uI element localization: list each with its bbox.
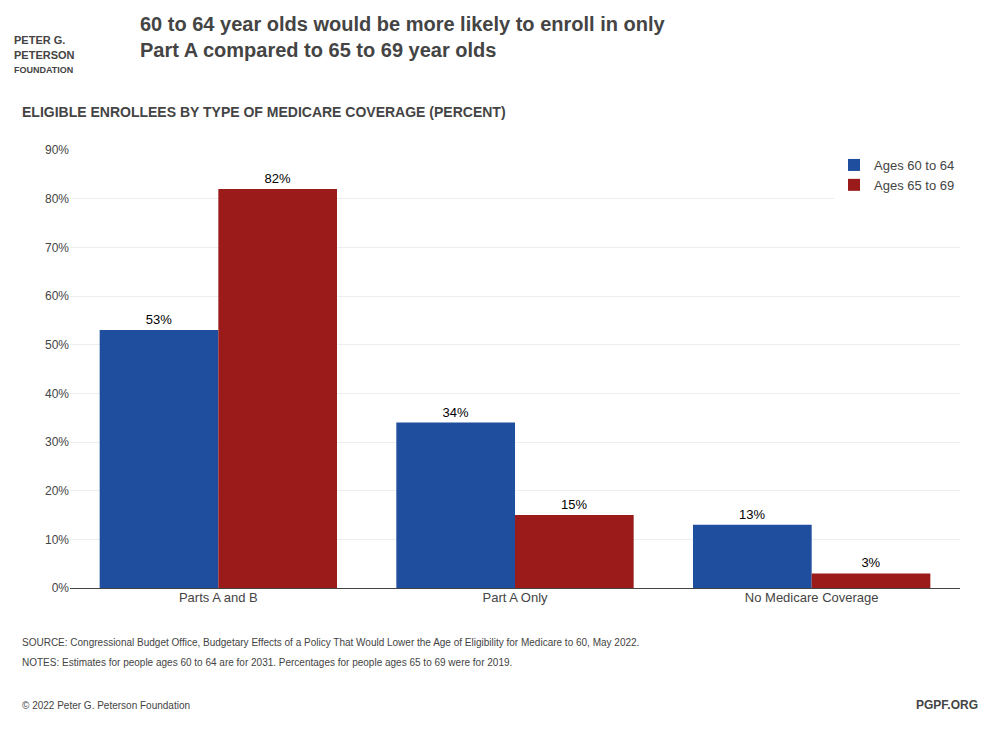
svg-text:60%: 60% (45, 289, 69, 303)
svg-text:15%: 15% (561, 497, 587, 512)
svg-text:90%: 90% (45, 143, 69, 157)
svg-text:53%: 53% (146, 312, 172, 327)
svg-text:20%: 20% (45, 484, 69, 498)
svg-text:3%: 3% (861, 555, 880, 570)
svg-text:PGPF.ORG: PGPF.ORG (916, 698, 978, 712)
svg-text:0%: 0% (52, 581, 70, 595)
svg-text:PETER G.: PETER G. (14, 34, 65, 46)
svg-text:60 to 64 year olds would be mo: 60 to 64 year olds would be more likely … (140, 13, 665, 61)
svg-text:40%: 40% (45, 387, 69, 401)
svg-text:70%: 70% (45, 241, 69, 255)
svg-text:82%: 82% (264, 171, 290, 186)
svg-text:PETERSON: PETERSON (14, 49, 75, 61)
svg-text:30%: 30% (45, 435, 69, 449)
svg-text:Ages 65 to 69: Ages 65 to 69 (874, 178, 954, 193)
svg-text:Ages 60 to 64: Ages 60 to 64 (874, 158, 954, 173)
svg-text:50%: 50% (45, 338, 69, 352)
svg-text:Parts A and B: Parts A and B (179, 590, 258, 605)
svg-text:13%: 13% (739, 507, 765, 522)
svg-text:FOUNDATION: FOUNDATION (14, 65, 73, 75)
svg-text:10%: 10% (45, 533, 69, 547)
svg-text:Part A Only: Part A Only (482, 590, 548, 605)
svg-text:80%: 80% (45, 192, 69, 206)
svg-text:No Medicare Coverage: No Medicare Coverage (745, 590, 879, 605)
svg-text:NOTES: Estimates for people ag: NOTES: Estimates for people ages 60 to 6… (22, 657, 512, 668)
svg-text:© 2022 Peter G. Peterson Found: © 2022 Peter G. Peterson Foundation (22, 700, 190, 711)
svg-text:SOURCE: Congressional Budget O: SOURCE: Congressional Budget Office, Bud… (22, 637, 639, 648)
svg-text:ELIGIBLE ENROLLEES BY TYPE OF: ELIGIBLE ENROLLEES BY TYPE OF MEDICARE C… (22, 104, 506, 120)
svg-text:34%: 34% (442, 405, 468, 420)
